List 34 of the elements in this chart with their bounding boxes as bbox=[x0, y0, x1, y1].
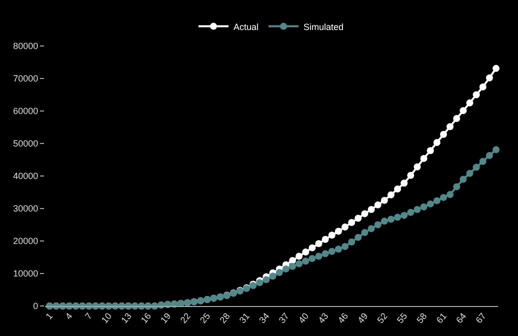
y-tick-label: 80000 bbox=[13, 41, 38, 52]
x-tick-label: 4 bbox=[63, 311, 74, 322]
x-tick-label: 49 bbox=[356, 311, 370, 326]
x-tick-label: 16 bbox=[138, 311, 154, 326]
x-tick-label: 37 bbox=[276, 311, 291, 326]
x-tick-label: 22 bbox=[178, 311, 192, 326]
y-tick-label: 30000 bbox=[13, 204, 38, 214]
x-tick-label: 43 bbox=[316, 311, 330, 326]
y-tick-label: 20000 bbox=[13, 236, 38, 246]
x-tick-label: 10 bbox=[100, 311, 114, 326]
legend-label: Actual bbox=[234, 22, 259, 32]
x-tick-label: 13 bbox=[119, 311, 134, 326]
x-tick-label: 19 bbox=[158, 311, 173, 326]
x-tick-label: 55 bbox=[395, 311, 410, 326]
x-tick-label: 61 bbox=[434, 311, 448, 326]
y-tick-label: 40000 bbox=[13, 171, 38, 182]
x-tick-label: 52 bbox=[375, 311, 390, 326]
y-tick-label: 10000 bbox=[13, 268, 38, 279]
x-tick-label: 28 bbox=[218, 311, 232, 326]
x-tick-label: 67 bbox=[474, 311, 488, 326]
y-tick-label: 60000 bbox=[13, 106, 38, 116]
y-tick-label: 70000 bbox=[13, 74, 38, 84]
legend-label: Simulated bbox=[304, 22, 344, 32]
x-tick-label: 40 bbox=[296, 311, 311, 326]
x-tick-label: 7 bbox=[83, 311, 94, 322]
x-tick-label: 31 bbox=[237, 311, 252, 326]
y-tick-label: 50000 bbox=[13, 138, 38, 149]
x-tick-label: 64 bbox=[454, 311, 468, 326]
x-tick-label: 34 bbox=[257, 311, 272, 326]
x-tick-label: 1 bbox=[44, 311, 55, 322]
x-tick-label: 58 bbox=[414, 311, 429, 326]
x-tick-label: 46 bbox=[336, 311, 350, 326]
x-tick-label: 25 bbox=[198, 311, 212, 326]
y-tick-label: 0 bbox=[33, 301, 38, 312]
